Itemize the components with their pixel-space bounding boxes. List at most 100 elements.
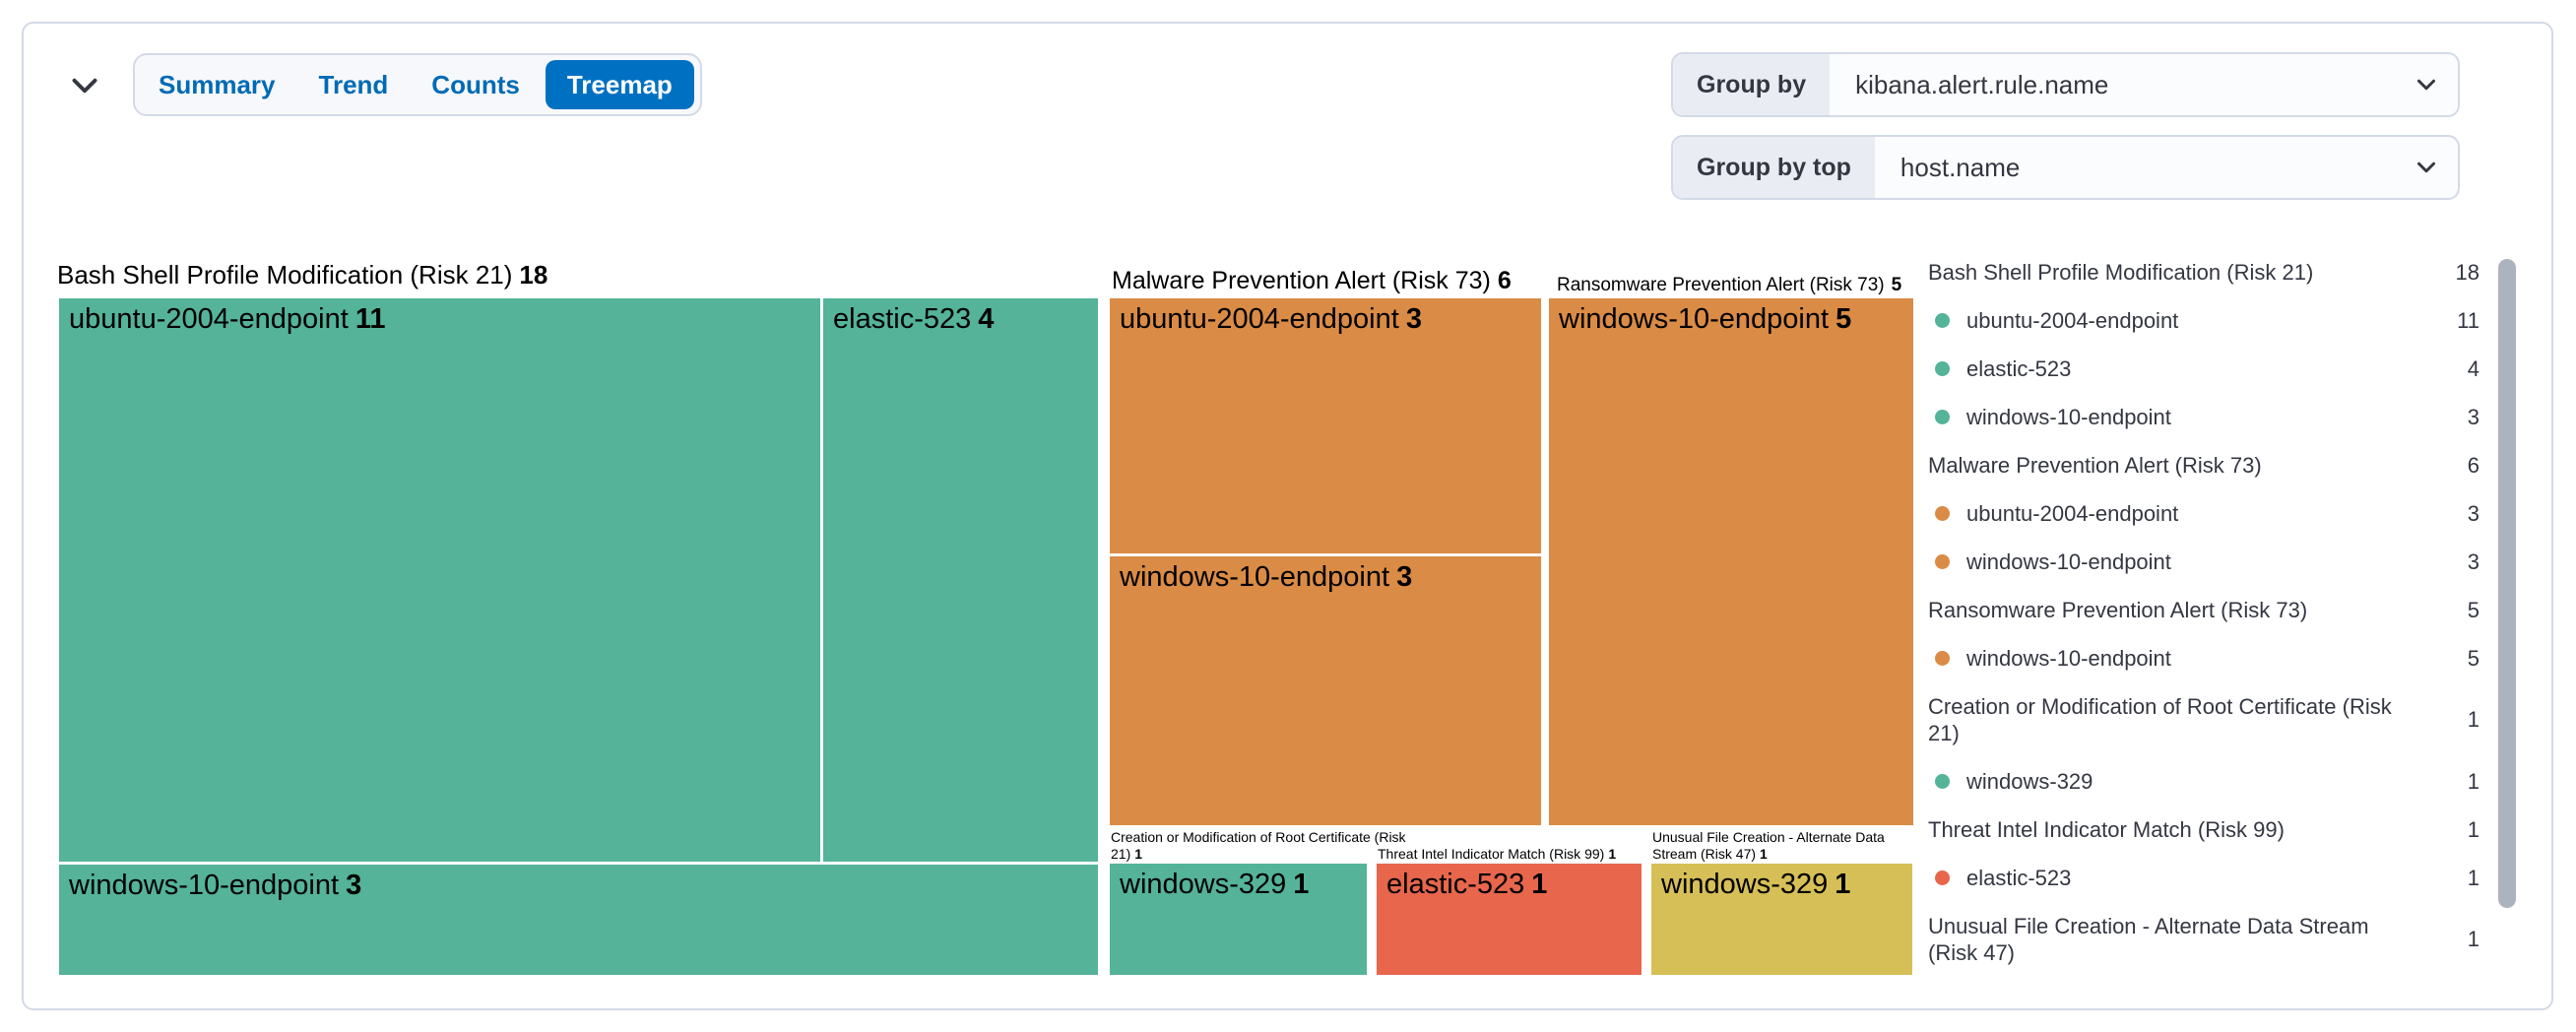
legend-rule-row[interactable]: Malware Prevention Alert (Risk 73) 6: [1928, 441, 2479, 489]
group-by-top-select[interactable]: host.name: [1900, 152, 2021, 182]
legend-count: 5: [2467, 597, 2479, 622]
tile-label: windows-329: [1120, 869, 1287, 900]
tile-label: windows-10-endpoint: [69, 870, 340, 901]
legend-dot-icon: [1935, 651, 1950, 666]
group-by-control: Group by kibana.alert.rule.name: [1671, 52, 2460, 117]
tile-label: windows-10-endpoint: [1559, 303, 1830, 335]
treemap-tile-threatintel-elastic[interactable]: elastic-523 1: [1377, 864, 1642, 975]
chevron-down-icon[interactable]: [2395, 137, 2458, 198]
tab-trend[interactable]: Trend: [297, 70, 411, 100]
treemap-group-title-threat-intel: Threat Intel Indicator Match (Risk 99) 1: [1378, 846, 1663, 863]
legend-host-row[interactable]: ubuntu-2004-endpoint 11: [1928, 296, 2479, 345]
legend-label: ubuntu-2004-endpoint: [1966, 501, 2179, 526]
treemap-tile-bash-windows10[interactable]: windows-10-endpoint 3: [59, 865, 1098, 975]
treemap-tile-malware-windows10[interactable]: windows-10-endpoint 3: [1110, 556, 1541, 825]
legend-count: 1: [2467, 707, 2479, 732]
treemap-tile-certificate-windows329[interactable]: windows-329 1: [1110, 864, 1367, 975]
view-selector-tab-group: Summary Trend Counts Treemap: [133, 53, 702, 116]
tile-value: 1: [1531, 869, 1548, 900]
legend-count: 3: [2467, 500, 2479, 526]
collapse-panel-button[interactable]: [59, 61, 110, 112]
legend-host-row[interactable]: windows-10-endpoint 5: [1928, 634, 2479, 682]
tile-label: elastic-523: [1386, 869, 1525, 900]
group-title-text: Malware Prevention Alert (Risk 73): [1112, 267, 1491, 294]
tile-value: 4: [978, 303, 995, 335]
tile-label: ubuntu-2004-endpoint: [69, 303, 349, 335]
group-title-count: 5: [1891, 275, 1902, 295]
treemap-tile-malware-ubuntu[interactable]: ubuntu-2004-endpoint 3: [1110, 298, 1541, 553]
group-title-count: 1: [1760, 846, 1768, 862]
tile-value: 5: [1835, 303, 1852, 335]
legend-host-row[interactable]: windows-10-endpoint 3: [1928, 393, 2479, 441]
legend-dot-icon: [1935, 361, 1950, 376]
legend-host-row[interactable]: windows-329 1: [1928, 757, 2479, 806]
legend-dot-icon: [1935, 506, 1950, 521]
legend-count: 1: [2467, 865, 2479, 890]
tab-treemap[interactable]: Treemap: [545, 60, 694, 109]
tile-value: 1: [1835, 869, 1851, 900]
legend-label: Creation or Modification of Root Certifi…: [1928, 694, 2392, 745]
legend-count: 1: [2467, 927, 2479, 951]
tile-value: 3: [346, 870, 362, 901]
legend-label: windows-10-endpoint: [1966, 405, 2171, 429]
treemap-group-title-root-certificate: Creation or Modification of Root Certifi…: [1111, 829, 1416, 863]
treemap-group-title-bash: Bash Shell Profile Modification (Risk 21…: [57, 260, 547, 290]
legend-dot-icon: [1935, 554, 1950, 569]
group-by-top-prepend-label: Group by top: [1673, 137, 1875, 198]
treemap-group-title-unusual-file: Unusual File Creation - Alternate Data S…: [1652, 829, 1916, 863]
legend-rule-row[interactable]: Bash Shell Profile Modification (Risk 21…: [1928, 248, 2479, 296]
legend-host-row[interactable]: ubuntu-2004-endpoint 3: [1928, 489, 2479, 538]
group-title-text: Ransomware Prevention Alert (Risk 73): [1557, 275, 1885, 295]
group-title-text: Bash Shell Profile Modification (Risk 21…: [57, 260, 513, 290]
tile-label: windows-329: [1661, 869, 1829, 900]
legend: Bash Shell Profile Modification (Risk 21…: [1928, 248, 2479, 977]
legend-label: elastic-523: [1966, 866, 2072, 890]
tab-summary[interactable]: Summary: [137, 70, 297, 100]
legend-label: windows-10-endpoint: [1966, 646, 2171, 671]
legend-count: 11: [2457, 307, 2479, 333]
tab-counts[interactable]: Counts: [410, 70, 542, 100]
tile-label: windows-10-endpoint: [1120, 561, 1390, 593]
treemap-tile-ransomware-windows10[interactable]: windows-10-endpoint 5: [1549, 298, 1913, 825]
group-title-count: 1: [1134, 846, 1143, 862]
legend-dot-icon: [1935, 410, 1950, 424]
legend-label: Unusual File Creation - Alternate Data S…: [1928, 914, 2369, 965]
tile-label: ubuntu-2004-endpoint: [1120, 303, 1399, 335]
group-title-count: 6: [1497, 267, 1512, 294]
legend-host-row[interactable]: windows-10-endpoint 3: [1928, 538, 2479, 586]
tile-value: 1: [1293, 869, 1310, 900]
legend-count: 3: [2467, 404, 2479, 429]
legend-count: 1: [2467, 768, 2479, 794]
legend-rule-row[interactable]: Creation or Modification of Root Certifi…: [1928, 682, 2479, 757]
treemap-group-title-malware: Malware Prevention Alert (Risk 73) 6: [1112, 267, 1512, 295]
chevron-down-icon[interactable]: [2395, 54, 2458, 115]
treemap-group-title-ransomware: Ransomware Prevention Alert (Risk 73) 5: [1557, 275, 1901, 296]
chevron-down-icon: [67, 68, 102, 106]
legend-rule-row[interactable]: Ransomware Prevention Alert (Risk 73) 5: [1928, 586, 2479, 634]
group-title-count: 18: [519, 260, 548, 290]
group-by-prepend-label: Group by: [1673, 54, 1831, 115]
legend-rule-row[interactable]: Unusual File Creation - Alternate Data S…: [1928, 902, 2479, 977]
legend-host-row[interactable]: elastic-523 1: [1928, 854, 2479, 902]
legend-label: Malware Prevention Alert (Risk 73): [1928, 453, 2262, 478]
legend-scrollbar-thumb[interactable]: [2498, 259, 2516, 908]
treemap-tile-bash-ubuntu[interactable]: ubuntu-2004-endpoint 11: [59, 298, 820, 862]
legend-host-row[interactable]: elastic-523 4: [1928, 345, 2479, 393]
tile-value: 3: [1396, 561, 1413, 593]
treemap-tile-bash-elastic[interactable]: elastic-523 4: [823, 298, 1098, 862]
legend-rule-row[interactable]: Threat Intel Indicator Match (Risk 99) 1: [1928, 806, 2479, 854]
group-title-text: Creation or Modification of Root Certifi…: [1111, 829, 1406, 862]
legend-label: Threat Intel Indicator Match (Risk 99): [1928, 817, 2285, 842]
treemap-tile-unusualfile-windows329[interactable]: windows-329 1: [1651, 864, 1912, 975]
tile-value: 11: [354, 303, 386, 335]
group-by-select[interactable]: kibana.alert.rule.name: [1855, 69, 2109, 99]
legend-count: 1: [2467, 816, 2479, 842]
legend-dot-icon: [1935, 313, 1950, 328]
legend-label: Bash Shell Profile Modification (Risk 21…: [1928, 260, 2314, 285]
legend-label: Ransomware Prevention Alert (Risk 73): [1928, 598, 2308, 622]
tile-label: elastic-523: [833, 303, 972, 335]
group-title-text: Unusual File Creation - Alternate Data S…: [1652, 829, 1885, 862]
group-title-text: Threat Intel Indicator Match (Risk 99): [1378, 846, 1605, 862]
legend-count: 4: [2467, 355, 2479, 381]
legend-count: 3: [2467, 548, 2479, 574]
